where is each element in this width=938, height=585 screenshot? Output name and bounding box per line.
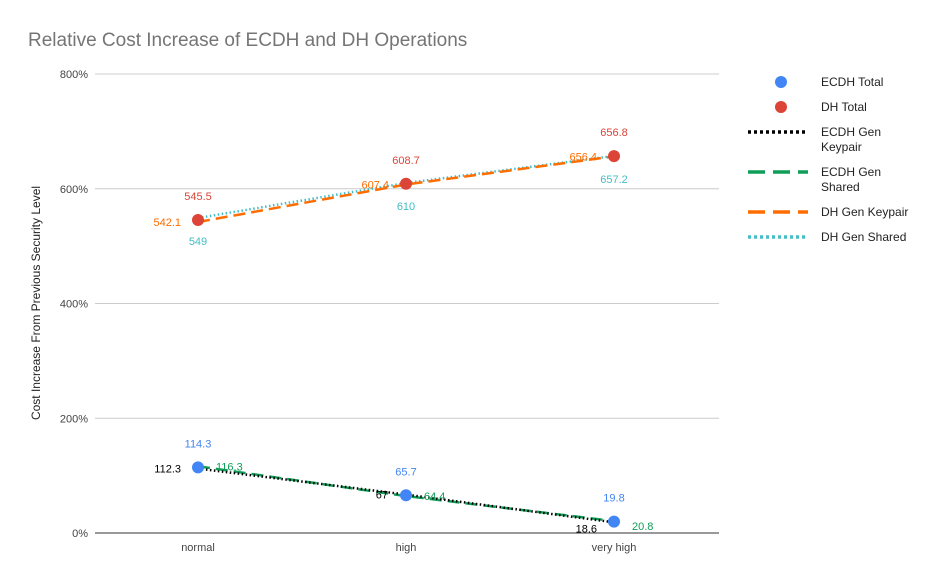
- y-tick-label: 0%: [72, 528, 88, 540]
- legend-label: DH Gen Shared: [821, 230, 906, 244]
- data-label: 67: [376, 490, 388, 502]
- data-label: 19.8: [603, 493, 624, 505]
- legend-label: ECDH Gen Shared: [821, 165, 881, 194]
- legend-label-line: ECDH Gen: [821, 125, 881, 139]
- series-line-dh-gen-keypair: [197, 155, 615, 224]
- point-layer: [192, 150, 620, 528]
- x-tick-label: very high: [592, 542, 637, 554]
- data-point-dh-total: [400, 177, 412, 190]
- legend-item[interactable]: DH Gen Shared: [748, 230, 906, 244]
- data-label: 549: [189, 236, 207, 248]
- label-layer: 114.3 65.7 19.8 545.5 608.7 656.8 112.3 67 18.6 1…: [153, 127, 653, 535]
- data-label: 607.4: [361, 180, 389, 192]
- legend-label: DH Total: [821, 100, 867, 114]
- legend-item[interactable]: DH Gen Keypair: [748, 205, 908, 219]
- x-tick-layer: normal high very high: [181, 542, 636, 554]
- y-axis-label: Cost Increase From Previous Security Lev…: [29, 186, 43, 420]
- legend-marker: [775, 76, 787, 88]
- x-tick-label: high: [396, 542, 417, 554]
- data-label: 112.3: [154, 464, 181, 476]
- data-label: 65.7: [395, 466, 416, 478]
- data-label: 610: [397, 201, 415, 213]
- legend-item[interactable]: ECDH Gen Keypair: [748, 125, 881, 154]
- x-tick-label: normal: [181, 542, 215, 554]
- data-label: 656.4: [569, 151, 597, 163]
- legend-label-line: ECDH Gen: [821, 165, 881, 179]
- data-label: 116.3: [216, 461, 243, 473]
- data-label: 542.1: [153, 217, 181, 229]
- data-point-ecdh-total: [400, 489, 412, 502]
- data-label: 608.7: [392, 155, 420, 167]
- data-point-ecdh-total: [192, 461, 204, 474]
- legend-label: DH Gen Keypair: [821, 205, 908, 219]
- data-label: 656.8: [600, 127, 628, 139]
- y-tick-label: 600%: [60, 184, 88, 196]
- y-tick-label: 200%: [60, 413, 88, 425]
- data-label: 64.4: [424, 491, 445, 503]
- y-tick-label: 800%: [60, 69, 88, 81]
- data-label: 657.2: [600, 174, 628, 186]
- legend-label: ECDH Total: [821, 75, 883, 89]
- legend-item[interactable]: ECDH Gen Shared: [748, 165, 881, 194]
- data-label: 114.3: [185, 438, 212, 450]
- y-tick-label: 400%: [60, 299, 88, 311]
- grid-layer: [95, 73, 719, 534]
- data-point-dh-total: [192, 214, 204, 227]
- data-label: 545.5: [184, 191, 212, 203]
- legend-item[interactable]: DH Total: [775, 100, 867, 114]
- legend-label: ECDH Gen Keypair: [821, 125, 881, 154]
- legend-marker: [775, 101, 787, 113]
- legend-label-line: Shared: [821, 180, 860, 194]
- legend-label-line: Keypair: [821, 140, 862, 154]
- legend-item[interactable]: ECDH Total: [775, 75, 883, 89]
- series-layer: [197, 154, 615, 524]
- data-point-ecdh-total: [608, 515, 620, 528]
- y-tick-layer: 0% 200% 400% 600% 800%: [60, 69, 88, 540]
- data-label: 20.8: [632, 521, 653, 533]
- data-label: 18.6: [576, 523, 597, 535]
- chart-title: Relative Cost Increase of ECDH and DH Op…: [28, 30, 467, 51]
- data-point-dh-total: [608, 150, 620, 163]
